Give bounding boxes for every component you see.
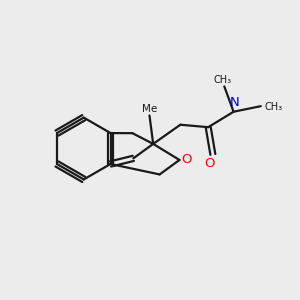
Text: CH₃: CH₃ bbox=[214, 75, 232, 85]
Text: CH₃: CH₃ bbox=[264, 102, 282, 112]
Text: Me: Me bbox=[142, 104, 157, 114]
Text: O: O bbox=[204, 157, 214, 170]
Text: N: N bbox=[229, 96, 239, 109]
Text: O: O bbox=[181, 153, 192, 166]
